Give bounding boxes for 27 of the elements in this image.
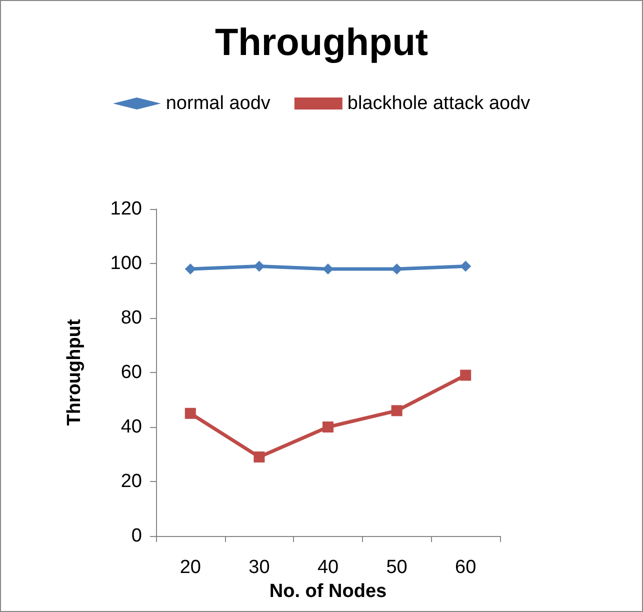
point [391, 405, 402, 416]
y-tick-label: 0 [131, 526, 142, 546]
point [322, 422, 334, 432]
y-tick-label: 20 [120, 471, 142, 492]
legend-label: normal aodv [166, 93, 271, 114]
x-tick-label: 40 [317, 557, 339, 578]
point [391, 263, 402, 274]
x-tick-label: 30 [248, 557, 270, 578]
x-tick-label: 50 [386, 557, 408, 578]
legend-label: blackhole attack aodv [347, 93, 531, 114]
y-tick-label: 40 [120, 416, 142, 438]
x-axis-title: No. of Nodes [269, 580, 387, 602]
chart-title: Throughput [214, 22, 428, 64]
point [184, 408, 196, 419]
x-tick-label: 20 [180, 557, 201, 578]
y-tick-label: 80 [120, 308, 142, 328]
y-tick-label: 120 [110, 198, 142, 220]
point [460, 260, 472, 272]
point [184, 263, 196, 274]
y-tick-label: 100 [110, 253, 142, 274]
x-tick-label: 60 [455, 557, 476, 578]
point [322, 263, 334, 274]
point [460, 370, 472, 381]
point [254, 260, 265, 272]
y-tick-label: 60 [120, 362, 142, 383]
point [254, 451, 265, 462]
y-axis-title: Throughput [64, 318, 85, 426]
